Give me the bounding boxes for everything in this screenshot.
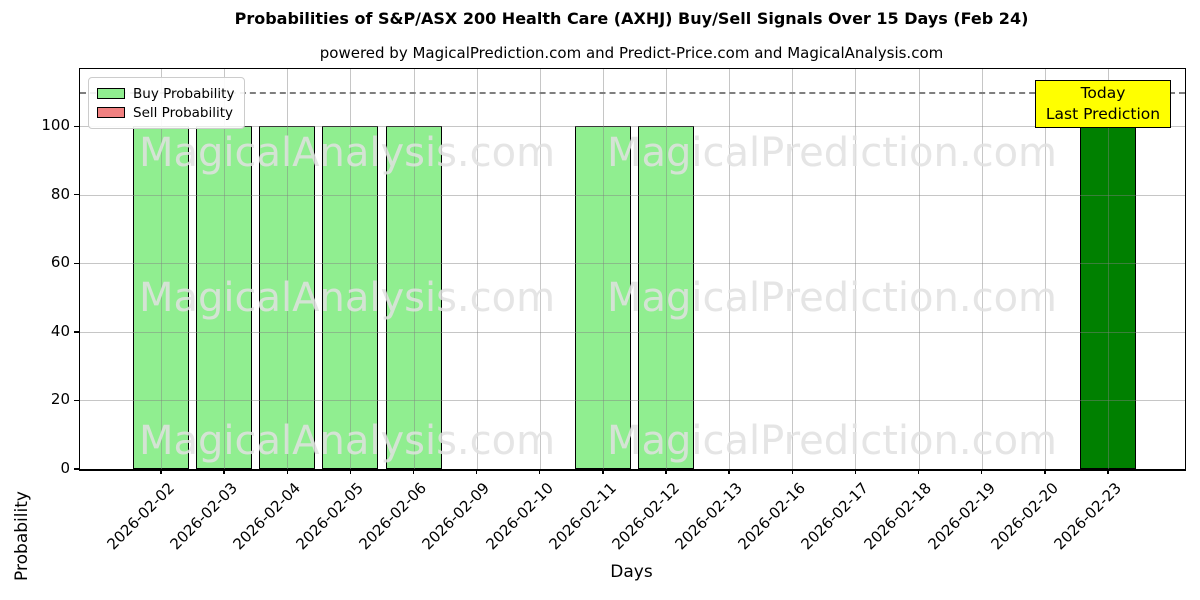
y-tick-label: 20 — [50, 390, 70, 409]
x-tick-label: 2026-02-16 — [734, 479, 810, 554]
buy-probability-bar — [259, 126, 316, 469]
x-tick-mark — [665, 469, 667, 474]
watermark-text: MagicalAnalysis.com — [138, 130, 556, 176]
grid-line-vertical — [666, 69, 668, 469]
grid-line-vertical — [539, 69, 541, 469]
today-annotation: Today Last Prediction — [1035, 80, 1171, 128]
x-tick-label: 2026-02-10 — [482, 479, 557, 554]
legend-label-buy: Buy Probability — [133, 85, 235, 102]
x-tick-mark — [223, 469, 225, 474]
y-tick-mark — [74, 262, 79, 265]
y-axis-title: Probability — [12, 491, 32, 581]
y-tick-mark — [74, 399, 79, 402]
grid-line-vertical — [350, 69, 352, 469]
x-tick-label: 2026-02-02 — [103, 479, 178, 554]
y-tick-mark — [74, 125, 79, 127]
grid-line-vertical — [729, 69, 731, 469]
grid-line-horizontal — [80, 263, 1185, 265]
x-tick-label: 2026-02-04 — [229, 479, 304, 554]
x-tick-label: 2026-02-18 — [860, 479, 936, 554]
grid-line-vertical — [792, 69, 794, 469]
buy-probability-bar — [385, 126, 442, 469]
sell-probability-swatch — [97, 107, 125, 118]
today-annotation-line1: Today — [1080, 84, 1126, 102]
x-tick-mark — [349, 469, 352, 474]
legend-label-sell: Sell Probability — [133, 104, 234, 121]
watermark-text: MagicalPrediction.com — [607, 130, 1057, 176]
legend: Buy Probability Sell Probability — [88, 77, 246, 129]
x-tick-label: 2026-02-13 — [671, 479, 746, 554]
buy-probability-bar — [574, 126, 631, 469]
chart-title: Probabilities of S&P/ASX 200 Health Care… — [234, 9, 1029, 28]
y-tick-mark — [74, 194, 79, 196]
chart-subtitle: powered by MagicalPrediction.com and Pre… — [319, 44, 944, 62]
x-tick-label: 2026-02-03 — [166, 479, 241, 554]
grid-line-vertical — [161, 69, 162, 469]
y-tick-label: 80 — [50, 184, 70, 203]
x-tick-label: 2026-02-05 — [292, 479, 368, 554]
grid-line-horizontal — [80, 331, 1185, 333]
x-tick-label: 2026-02-23 — [1050, 479, 1125, 554]
x-tick-mark — [854, 469, 857, 474]
x-tick-label: 2026-02-17 — [797, 479, 873, 554]
watermark-text: MagicalPrediction.com — [607, 418, 1057, 464]
watermark-text: MagicalAnalysis.com — [138, 275, 556, 321]
grid-line-vertical — [602, 69, 604, 469]
grid-line-vertical — [1044, 69, 1046, 469]
today-annotation-line2: Last Prediction — [1045, 105, 1161, 123]
y-tick-label: 100 — [41, 116, 70, 135]
buy-probability-bar — [1079, 126, 1136, 469]
buy-probability-bar — [196, 126, 253, 469]
y-tick-label: 0 — [60, 459, 70, 477]
watermark-text: MagicalPrediction.com — [607, 275, 1057, 321]
x-tick-label: 2026-02-12 — [608, 479, 683, 554]
grid-line-horizontal — [80, 400, 1185, 402]
legend-item-buy: Buy Probability — [97, 84, 234, 103]
grid-line-vertical — [413, 69, 415, 469]
grid-line-vertical — [981, 69, 983, 469]
x-tick-label: 2026-02-09 — [418, 479, 494, 554]
y-tick-mark — [74, 468, 79, 470]
y-tick-label: 40 — [50, 321, 70, 340]
x-tick-mark — [917, 469, 920, 474]
x-tick-mark — [160, 469, 162, 474]
grid-line-vertical — [1107, 69, 1109, 469]
x-tick-mark — [1044, 469, 1046, 474]
x-tick-label: 2026-02-06 — [355, 479, 431, 554]
grid-line-vertical — [855, 69, 857, 469]
x-tick-mark — [286, 469, 288, 474]
x-tick-mark — [980, 469, 983, 474]
x-tick-mark — [412, 469, 415, 474]
legend-item-sell: Sell Probability — [97, 103, 234, 122]
grid-line-vertical — [918, 69, 920, 469]
grid-line-vertical — [224, 69, 226, 469]
x-tick-mark — [475, 469, 478, 474]
buy-probability-bar — [638, 126, 695, 469]
x-tick-mark — [728, 469, 730, 474]
grid-line-vertical — [287, 69, 289, 469]
x-tick-mark — [602, 469, 604, 474]
buy-probability-bar — [133, 126, 189, 469]
x-tick-mark — [791, 469, 793, 474]
y-tick-mark — [74, 331, 79, 333]
grid-line-horizontal — [80, 194, 1185, 196]
grid-line-horizontal — [80, 126, 1185, 128]
x-tick-mark — [539, 469, 541, 474]
x-tick-label: 2026-02-19 — [924, 479, 999, 554]
x-tick-label: 2026-02-11 — [545, 479, 620, 554]
buy-probability-bar — [322, 126, 379, 469]
x-tick-mark — [1107, 469, 1109, 474]
grid-line-vertical — [476, 69, 478, 469]
plot-area: Buy Probability Sell Probability Today L… — [41, 68, 1186, 553]
x-axis-title: Days — [610, 562, 653, 582]
buy-probability-swatch — [97, 88, 125, 99]
threshold-dashed-line — [80, 91, 1185, 94]
y-tick-label: 60 — [50, 253, 70, 272]
watermark-text: MagicalAnalysis.com — [138, 418, 556, 464]
